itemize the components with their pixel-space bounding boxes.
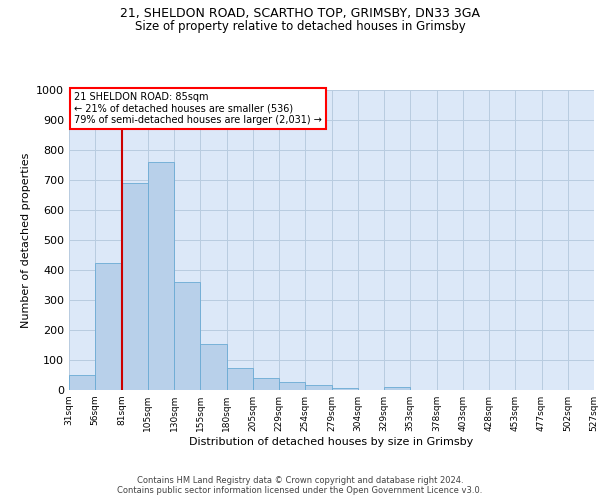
Bar [174,282,200,390]
Bar [384,388,410,390]
Bar [200,344,227,390]
Text: Contains public sector information licensed under the Open Government Licence v3: Contains public sector information licen… [118,486,482,495]
Text: Size of property relative to detached houses in Grimsby: Size of property relative to detached ho… [134,20,466,33]
Y-axis label: Number of detached properties: Number of detached properties [20,152,31,328]
Text: 21 SHELDON ROAD: 85sqm
← 21% of detached houses are smaller (536)
79% of semi-de: 21 SHELDON ROAD: 85sqm ← 21% of detached… [74,92,322,124]
X-axis label: Distribution of detached houses by size in Grimsby: Distribution of detached houses by size … [190,437,473,447]
Bar [331,388,358,390]
Bar [95,262,121,390]
Text: 21, SHELDON ROAD, SCARTHO TOP, GRIMSBY, DN33 3GA: 21, SHELDON ROAD, SCARTHO TOP, GRIMSBY, … [120,8,480,20]
Bar [69,375,95,390]
Bar [305,384,331,390]
Bar [279,382,305,390]
Bar [148,162,174,390]
Bar [253,378,279,390]
Bar [227,368,253,390]
Text: Contains HM Land Registry data © Crown copyright and database right 2024.: Contains HM Land Registry data © Crown c… [137,476,463,485]
Bar [121,183,148,390]
